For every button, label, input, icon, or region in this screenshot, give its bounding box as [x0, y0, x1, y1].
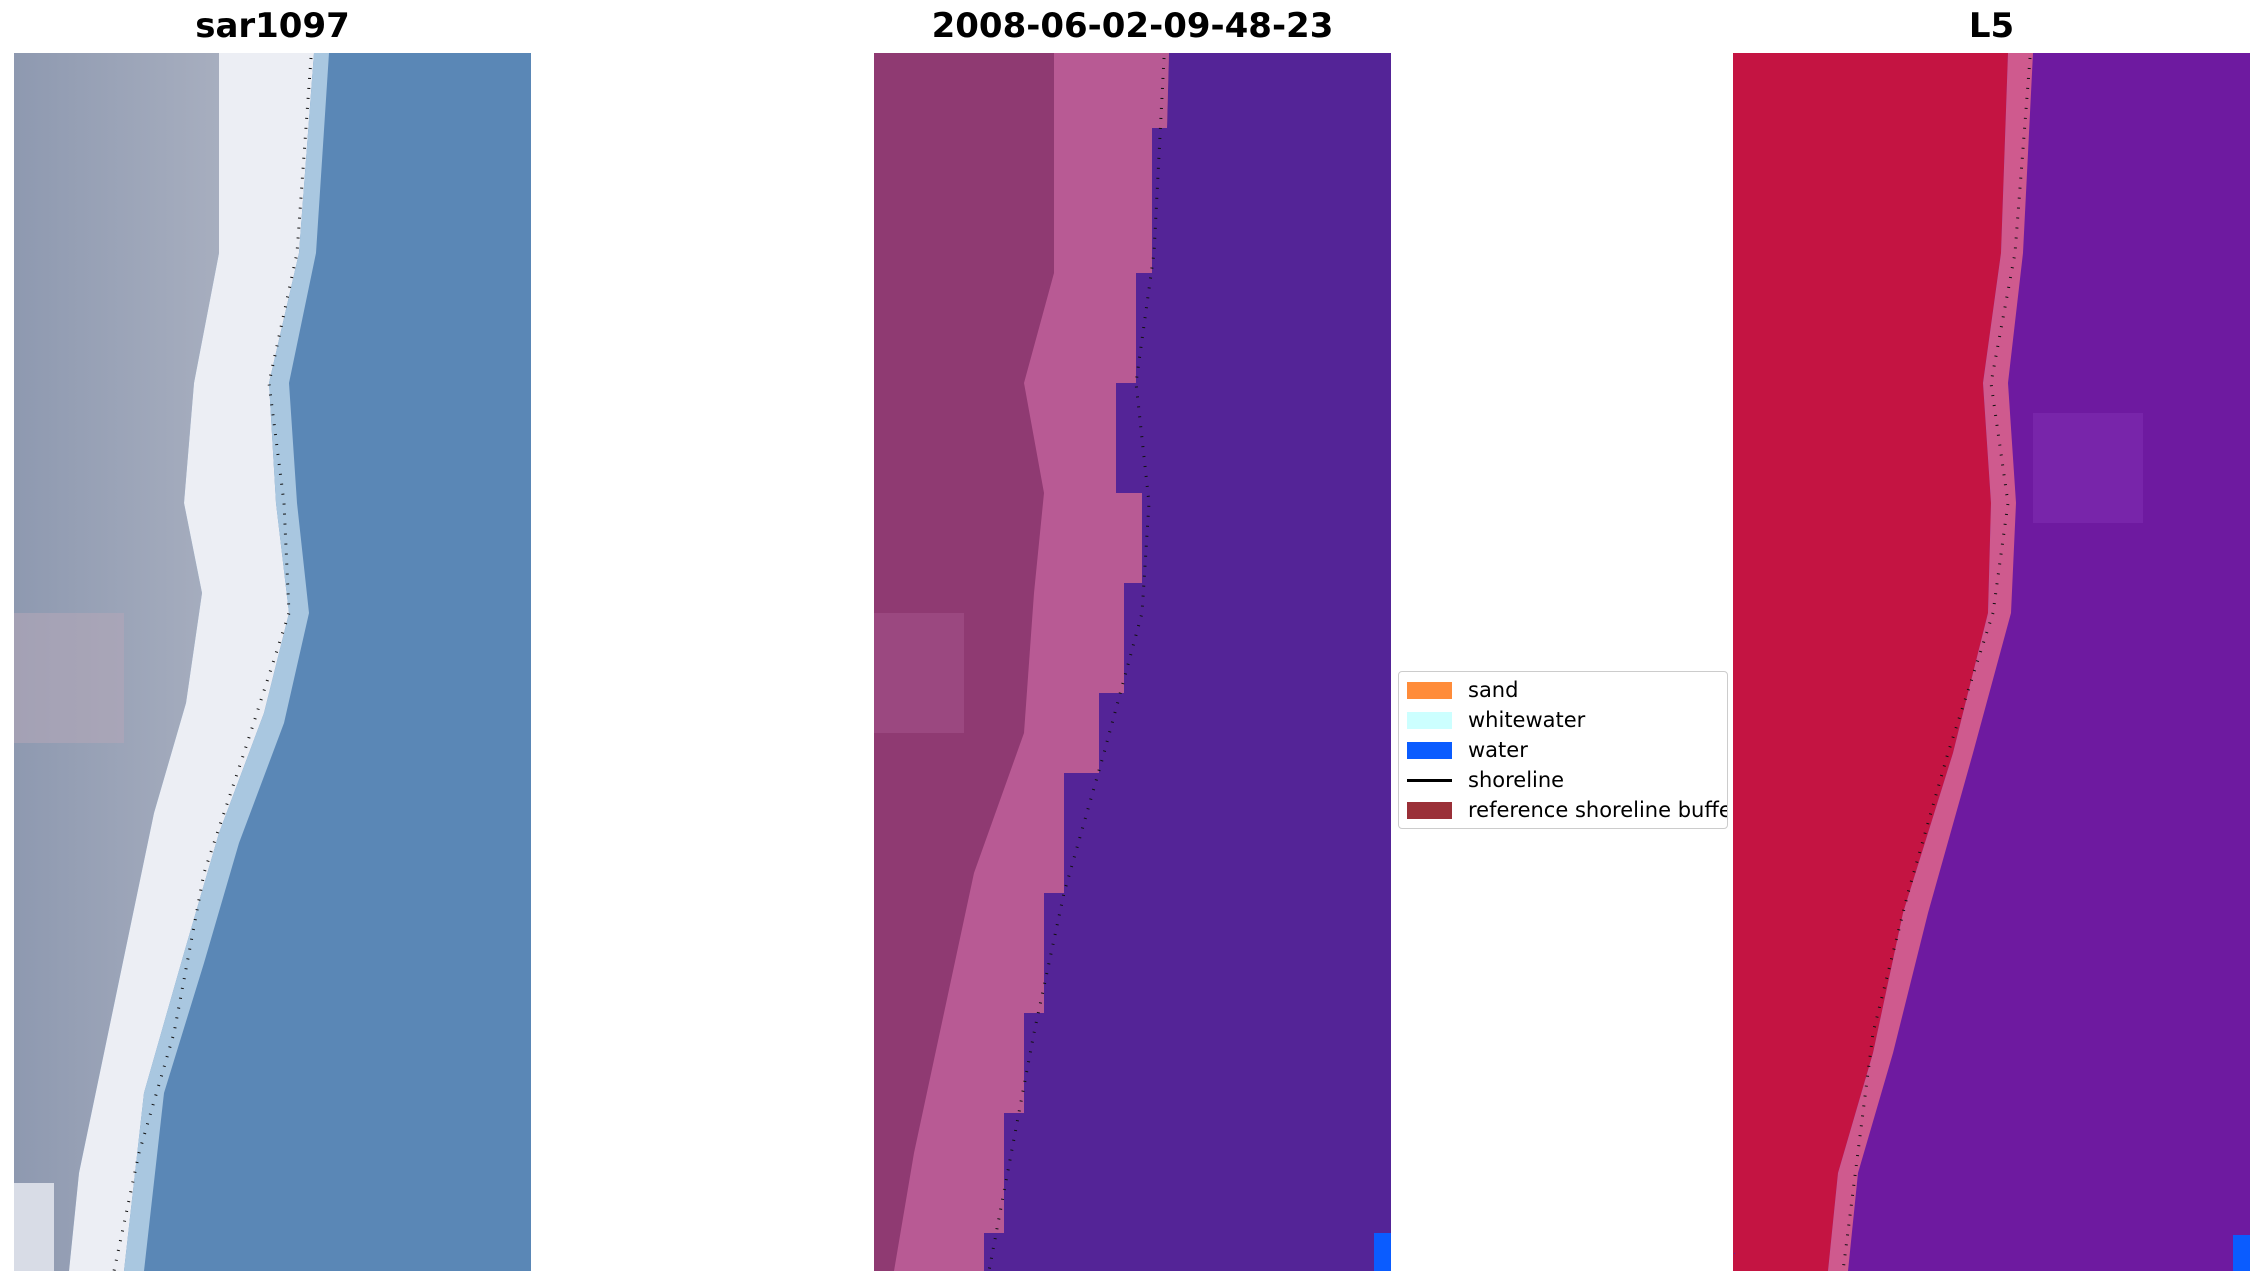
legend-item-shoreline: shoreline [1407, 766, 1564, 794]
legend-label: sand [1468, 678, 1519, 702]
legend-item-reference-buffer: reference shoreline buffer [1407, 796, 1728, 824]
rgb-image-panel [14, 53, 531, 1271]
water-pixel [1374, 1233, 1391, 1271]
panel-title-rgb: sar1097 [195, 6, 350, 46]
buffer-swatch-icon [1407, 801, 1452, 819]
legend: sand whitewater water shoreline referenc… [1398, 671, 1728, 829]
panel-title-index: L5 [1968, 6, 2015, 46]
legend-label: whitewater [1468, 708, 1586, 732]
water-pixel [2233, 1235, 2250, 1271]
index-image [1733, 53, 2250, 1271]
legend-label: reference shoreline buffer [1468, 798, 1728, 822]
whitewater-swatch-icon [1407, 711, 1452, 729]
water-swatch-icon [1407, 741, 1452, 759]
legend-label: shoreline [1468, 768, 1565, 792]
panel-title-classified: 2008-06-02-09-48-23 [931, 6, 1334, 46]
index-image-panel [1733, 53, 2250, 1271]
legend-item-whitewater: whitewater [1407, 706, 1585, 734]
shoreline-line-icon [1407, 779, 1452, 782]
classified-image-panel [874, 53, 1391, 1271]
legend-item-sand: sand [1407, 676, 1518, 704]
rgb-image [14, 53, 531, 1271]
classified-image [874, 53, 1391, 1271]
legend-item-water: water [1407, 736, 1528, 764]
legend-label: water [1468, 738, 1528, 762]
sand-swatch-icon [1407, 681, 1452, 699]
